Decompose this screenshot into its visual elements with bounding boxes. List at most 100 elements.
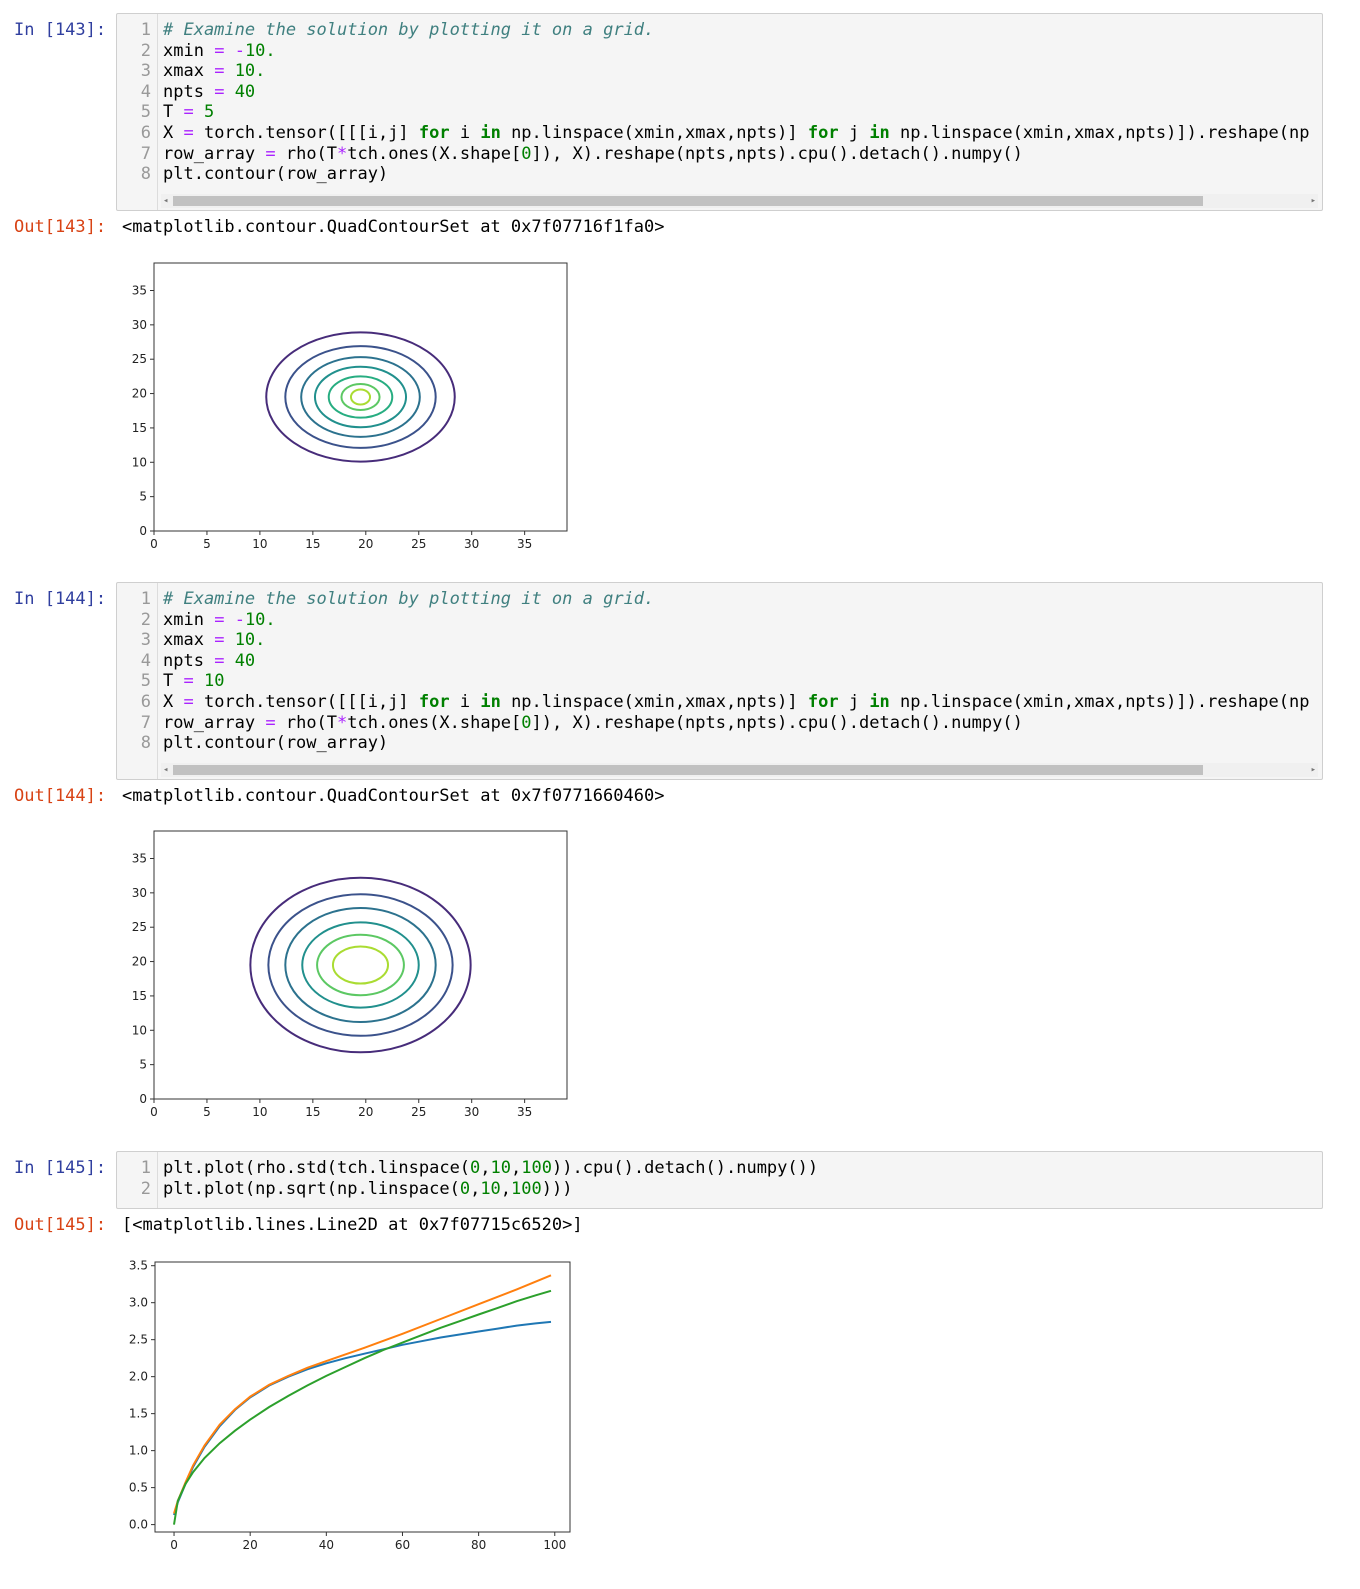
y-tick-label: 0.0 bbox=[129, 1518, 148, 1532]
x-tick-label: 0 bbox=[150, 537, 158, 551]
y-tick-label: 35 bbox=[132, 283, 147, 297]
contour-level bbox=[313, 365, 408, 429]
y-tick-label: 2.5 bbox=[129, 1333, 148, 1347]
line-plot: 0 20 40 60 80 100 0.0 0.5 1.0 1.5 2.0 2.5 3.0 3.5 bbox=[129, 1259, 571, 1552]
code-text[interactable]: npts = 40 bbox=[163, 81, 256, 102]
output-prompt: Out[145]: bbox=[14, 1215, 107, 1235]
line-number: 2 bbox=[140, 609, 151, 630]
y-tick-label: 5 bbox=[139, 1058, 147, 1072]
line-number: 6 bbox=[140, 123, 151, 143]
output-text: <matplotlib.contour.QuadContourSet at 0x… bbox=[122, 217, 665, 237]
x-tick-label: 15 bbox=[305, 1105, 320, 1119]
y-tick-label: 0 bbox=[139, 524, 147, 538]
line-number: 4 bbox=[140, 650, 151, 671]
contour-level bbox=[267, 893, 454, 1037]
code-text[interactable]: row_array = rho(T*tch.ones(X.shape[0]), … bbox=[163, 143, 1023, 164]
y-tick-label: 10 bbox=[132, 1023, 147, 1037]
contour-level bbox=[300, 356, 421, 438]
y-tick-label: 20 bbox=[132, 955, 147, 969]
code-text[interactable]: xmin = -10. bbox=[163, 609, 276, 630]
input-prompt: In [144]: bbox=[14, 589, 107, 609]
y-tick-label: 30 bbox=[132, 886, 147, 900]
y-tick-label: 30 bbox=[132, 318, 147, 332]
scroll-right-icon[interactable]: ▸ bbox=[1310, 196, 1316, 206]
y-tick-label: 1.0 bbox=[129, 1444, 148, 1458]
y-tick-label: 25 bbox=[132, 352, 147, 366]
code-cell[interactable]: 1 plt.plot(rho.std(tch.linspace(0,10,100)… bbox=[116, 1151, 1323, 1209]
line-number: 8 bbox=[140, 164, 151, 185]
x-tick-label: 10 bbox=[252, 537, 267, 551]
x-tick-label: 5 bbox=[203, 537, 211, 551]
code-text[interactable]: plt.contour(row_array) bbox=[163, 164, 389, 185]
contour-level bbox=[284, 906, 437, 1024]
input-prompt: In [145]: bbox=[14, 1158, 107, 1178]
x-tick-label: 10 bbox=[252, 1105, 267, 1119]
x-tick-label: 35 bbox=[517, 1105, 532, 1119]
x-tick-label: 100 bbox=[543, 1538, 566, 1552]
line-number: 5 bbox=[140, 671, 151, 692]
y-tick-label: 3.0 bbox=[129, 1296, 148, 1310]
scroll-left-icon[interactable]: ◂ bbox=[163, 765, 169, 775]
code-text[interactable]: xmax = 10. bbox=[163, 630, 266, 651]
contour-plot: 0 5 10 15 20 25 30 35 0 5 10 15 20 25 30 35 bbox=[132, 830, 568, 1119]
x-tick-label: 0 bbox=[150, 1105, 158, 1119]
horizontal-scrollbar[interactable]: ◂ ▸ bbox=[161, 194, 1318, 208]
x-tick-label: 20 bbox=[358, 1105, 373, 1119]
code-text[interactable]: X = torch.tensor([[[i,j] for i in np.lin… bbox=[163, 123, 1310, 143]
x-tick-label: 40 bbox=[319, 1538, 334, 1552]
input-prompt: In [143]: bbox=[14, 20, 107, 40]
code-text[interactable]: plt.plot(rho.std(tch.linspace(0,10,100))… bbox=[163, 1158, 819, 1178]
y-tick-label: 2.0 bbox=[129, 1370, 148, 1384]
code-text[interactable]: T = 5 bbox=[163, 102, 215, 123]
code-text[interactable]: T = 10 bbox=[163, 671, 225, 692]
line-number: 5 bbox=[140, 102, 151, 123]
y-tick-label: 35 bbox=[132, 851, 147, 865]
scroll-left-icon[interactable]: ◂ bbox=[163, 196, 169, 206]
line-number: 1 bbox=[140, 1158, 151, 1178]
x-tick-label: 25 bbox=[411, 537, 426, 551]
line-number: 4 bbox=[140, 81, 151, 102]
contour-level bbox=[301, 921, 420, 1009]
line-number: 3 bbox=[140, 630, 151, 651]
horizontal-scrollbar[interactable]: ◂ ▸ bbox=[161, 763, 1318, 777]
code-text[interactable]: plt.contour(row_array) bbox=[163, 733, 389, 754]
contour-level bbox=[249, 876, 472, 1054]
code-text[interactable]: # Examine the solution by plotting it on… bbox=[163, 20, 655, 40]
y-tick-label: 1.5 bbox=[129, 1407, 148, 1421]
line-number: 7 bbox=[140, 712, 151, 733]
code-text[interactable]: npts = 40 bbox=[163, 650, 256, 671]
code-text[interactable]: # Examine the solution by plotting it on… bbox=[163, 589, 655, 609]
scrollbar-thumb[interactable] bbox=[173, 765, 1203, 775]
y-tick-label: 15 bbox=[132, 421, 147, 435]
code-text[interactable]: row_array = rho(T*tch.ones(X.shape[0]), … bbox=[163, 712, 1023, 733]
line-number: 6 bbox=[140, 692, 151, 712]
y-tick-label: 0 bbox=[139, 1092, 147, 1106]
code-text[interactable]: plt.plot(np.sqrt(np.linspace(0,10,100))) bbox=[163, 1178, 573, 1199]
y-tick-label: 20 bbox=[132, 387, 147, 401]
line-number-gutter bbox=[117, 14, 158, 210]
line-number: 2 bbox=[140, 40, 151, 61]
contour-level bbox=[316, 933, 405, 997]
contour-level bbox=[284, 345, 437, 449]
code-cell[interactable]: ◂ ▸ 1 # Examine the solution by plotting … bbox=[116, 13, 1323, 211]
line-number: 1 bbox=[140, 20, 151, 40]
code-text[interactable]: xmax = 10. bbox=[163, 61, 266, 82]
y-tick-label: 10 bbox=[132, 455, 147, 469]
y-tick-label: 25 bbox=[132, 920, 147, 934]
x-tick-label: 30 bbox=[464, 537, 479, 551]
code-cell[interactable]: ◂ ▸ 1 # Examine the solution by plotting … bbox=[116, 582, 1323, 780]
output-prompt: Out[143]: bbox=[14, 217, 107, 237]
x-tick-label: 15 bbox=[305, 537, 320, 551]
line-number: 7 bbox=[140, 143, 151, 164]
code-text[interactable]: X = torch.tensor([[[i,j] for i in np.lin… bbox=[163, 692, 1310, 712]
line-number: 8 bbox=[140, 733, 151, 754]
scrollbar-thumb[interactable] bbox=[173, 196, 1203, 206]
x-tick-label: 0 bbox=[170, 1538, 178, 1552]
contour-plot: 0 5 10 15 20 25 30 35 0 5 10 15 20 25 30 35 bbox=[132, 262, 568, 551]
x-tick-label: 80 bbox=[471, 1538, 486, 1552]
contour-level bbox=[340, 382, 381, 412]
code-text[interactable]: xmin = -10. bbox=[163, 40, 276, 61]
line-number-gutter bbox=[117, 583, 158, 779]
contour-level bbox=[265, 331, 456, 463]
scroll-right-icon[interactable]: ▸ bbox=[1310, 765, 1316, 775]
